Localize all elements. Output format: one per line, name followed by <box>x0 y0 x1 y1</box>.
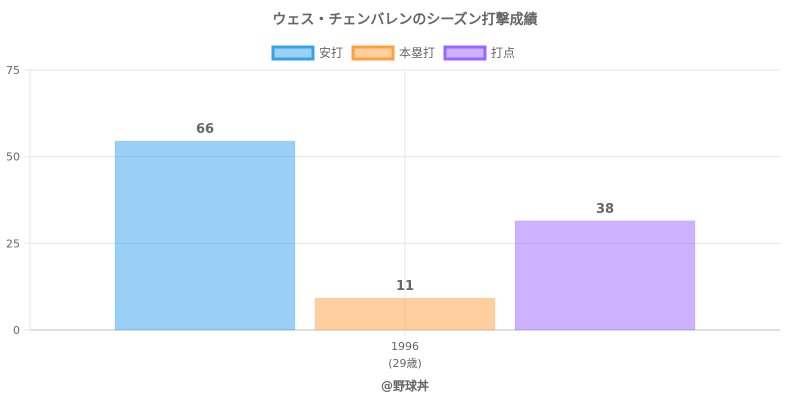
y-tick-label: 75 <box>6 64 20 77</box>
bar <box>314 297 496 331</box>
y-axis: 0 25 50 75 <box>6 64 30 337</box>
legend-label: 本塁打 <box>399 46 435 60</box>
bar-value-label: 66 <box>196 122 214 137</box>
bar-value-label: 38 <box>596 202 614 217</box>
legend-item[interactable]: 打点 <box>443 45 515 61</box>
legend-label: 安打 <box>319 45 343 60</box>
legend[interactable]: 安打 本塁打 打点 <box>271 45 515 61</box>
legend-swatch <box>271 45 315 61</box>
x-tick-sublabel: (29歳) <box>388 357 422 370</box>
y-tick-label: 50 <box>6 151 20 164</box>
bar-value-label: 11 <box>396 279 414 294</box>
x-tick-label: 1996 <box>391 340 419 353</box>
y-tick-label: 0 <box>13 324 20 337</box>
legend-item[interactable]: 安打 <box>271 45 343 61</box>
y-tick-label: 25 <box>6 237 20 250</box>
bars: 66 11 38 <box>114 122 696 331</box>
legend-label: 打点 <box>491 46 515 60</box>
legend-swatch <box>351 45 395 61</box>
chart-title: ウェス・チェンバレンのシーズン打撃成績 <box>272 11 537 28</box>
bar <box>514 220 696 331</box>
legend-swatch <box>443 45 487 61</box>
bar <box>114 140 296 331</box>
legend-item[interactable]: 本塁打 <box>351 45 435 61</box>
x-axis: 1996 (29歳) <box>388 340 422 370</box>
credit-label: @野球丼 <box>381 378 429 393</box>
